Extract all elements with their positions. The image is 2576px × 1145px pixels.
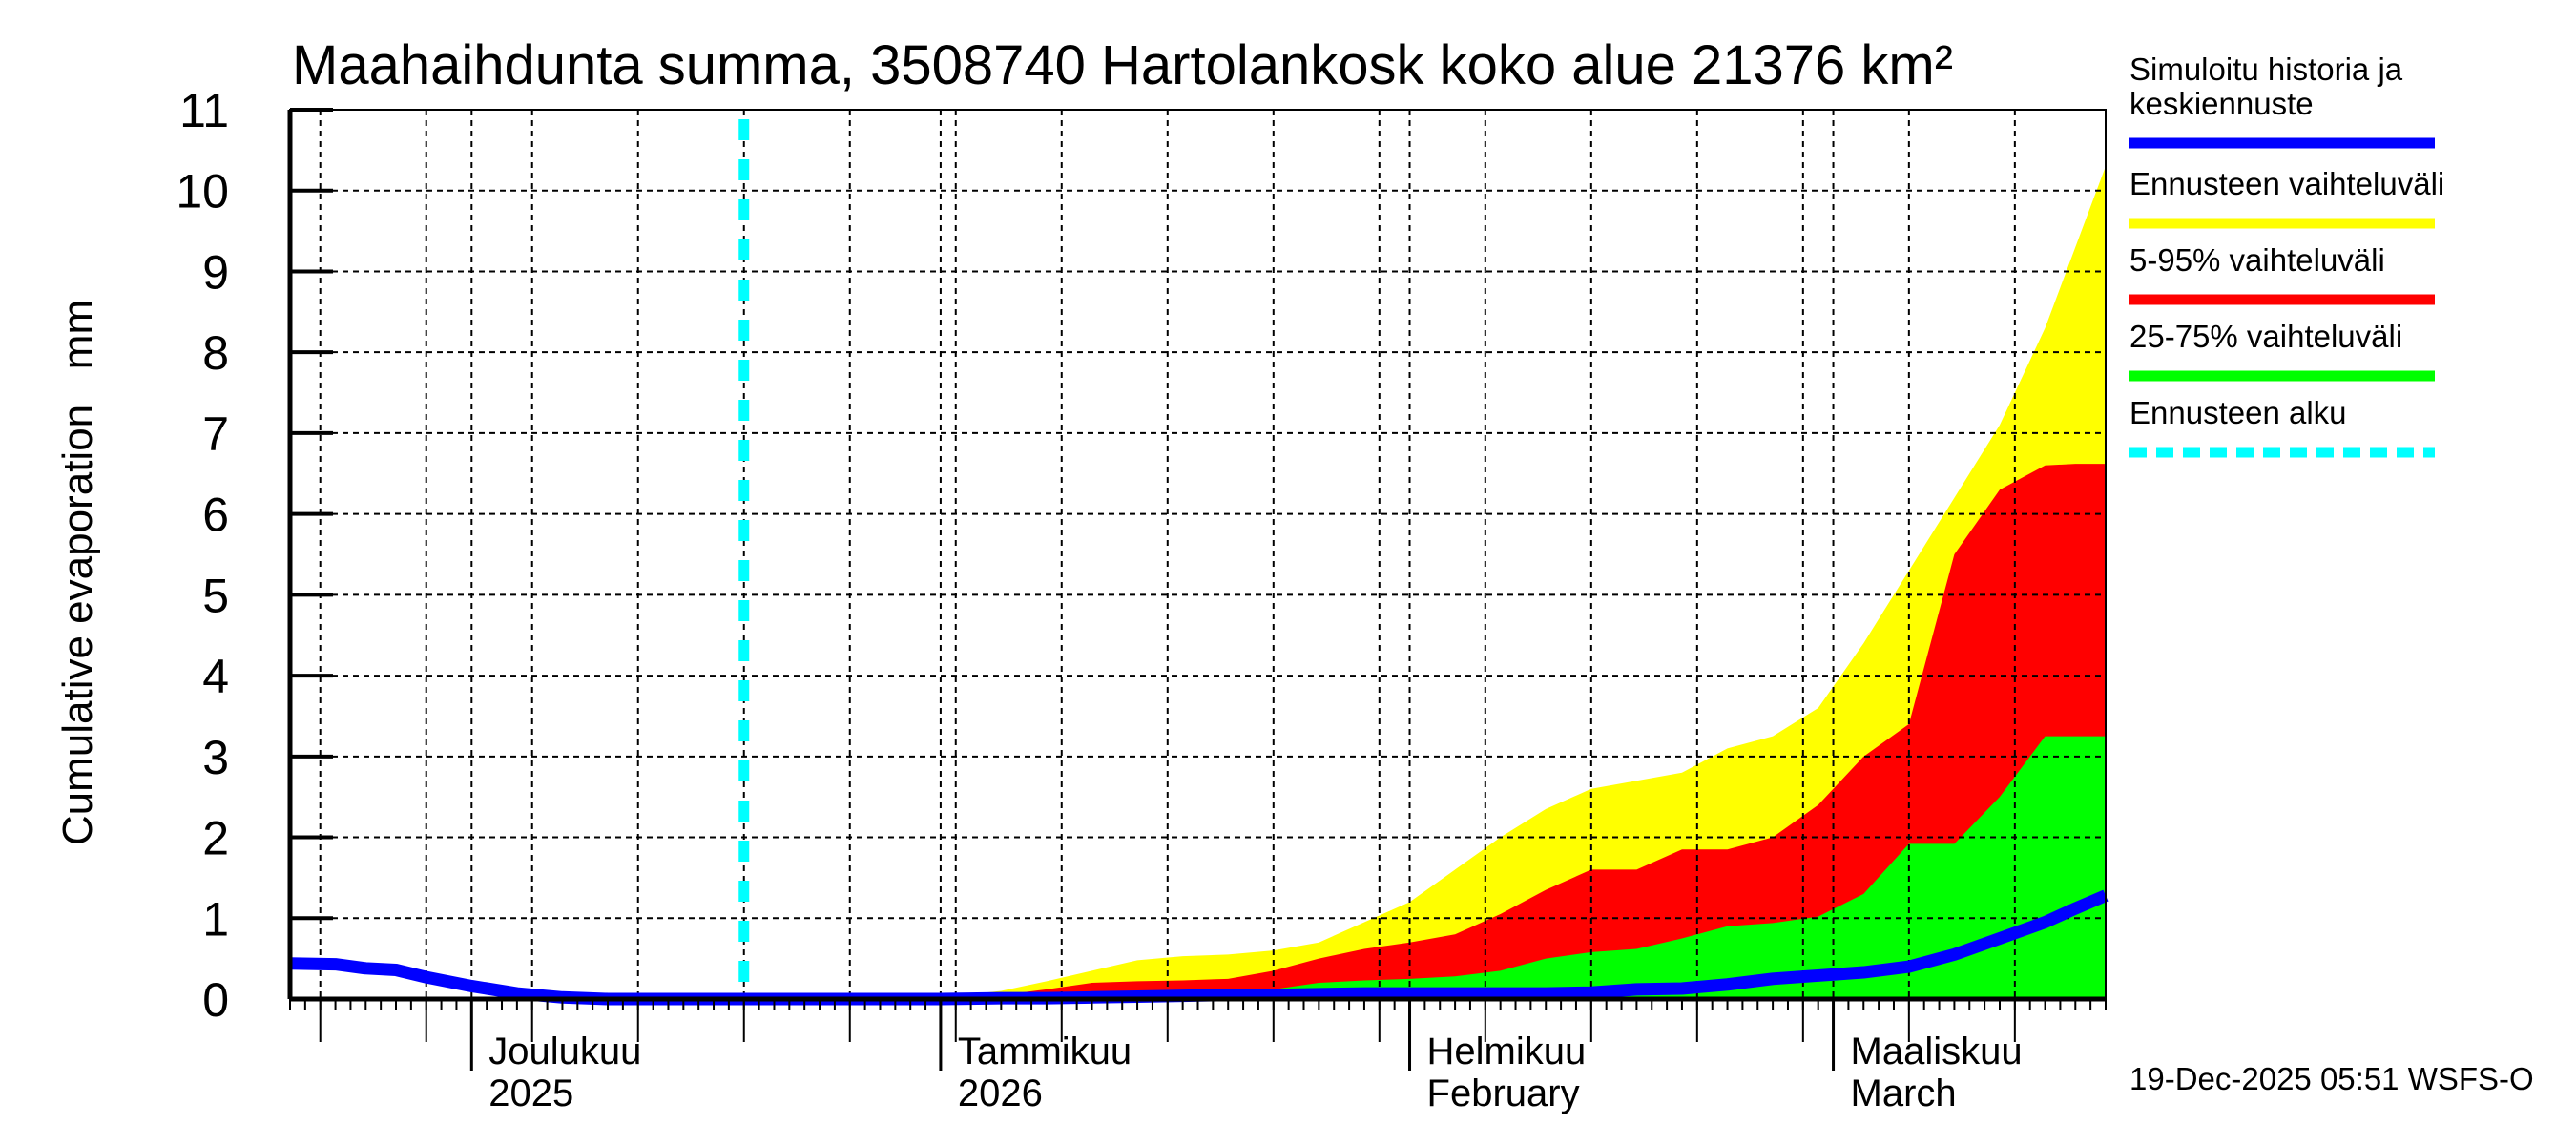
y-tick-label: 0 [202,973,229,1027]
y-tick-label: 3 [202,731,229,784]
chart-title: Maahaihdunta summa, 3508740 Hartolankosk… [292,34,1953,96]
y-tick-label: 10 [176,165,229,219]
y-tick-label: 1 [202,892,229,946]
legend-label: keskiennuste [2129,86,2314,121]
month-label-line1: Tammikuu [958,1030,1132,1072]
y-tick-label: 4 [202,650,229,703]
forecast-bands [743,166,2106,1000]
legend-item: Ennusteen alku [2129,395,2435,458]
legend-item: 25-75% vaihteluväli [2129,319,2435,382]
legend-label: Ennusteen alku [2129,395,2347,430]
mean-line-path [289,889,2109,1006]
legend-label: 25-75% vaihteluväli [2129,319,2402,354]
month-label-line1: Maaliskuu [1851,1030,2023,1072]
band-25-75-green [743,736,2106,999]
y-tick-label: 11 [179,84,229,137]
legend-label: 5-95% vaihteluväli [2129,242,2385,278]
y-tick-labels: 0 1 2 3 4 5 6 7 8 9 10 11 [176,84,229,1027]
mean-forecast-line [289,889,2109,1006]
legend-label: Simuloitu historia ja [2129,52,2403,87]
month-label-line2: 2025 [488,1072,573,1114]
y-tick-label: 8 [202,326,229,380]
y-tick-label: 2 [202,812,229,865]
range-band-yellow [743,166,2106,1000]
month-label-line1: Helmikuu [1427,1030,1587,1072]
axes [287,108,2107,1071]
timestamp-footer: 19-Dec-2025 05:51 WSFS-O [2129,1061,2534,1096]
y-tick-label: 7 [202,407,229,461]
legend-item: Ennusteen vaihteluväli [2129,166,2444,229]
y-axis-label: Cumulative evaporation mm [54,300,101,845]
legend-label: Ennusteen vaihteluväli [2129,166,2444,201]
month-label-line2: 2026 [958,1072,1043,1114]
legend-item: 5-95% vaihteluväli [2129,242,2435,305]
month-label-line2: February [1427,1072,1580,1114]
y-tick-label: 6 [202,489,229,542]
grid-lines [290,110,2106,999]
band-5-95-red [743,464,2106,999]
month-label-line2: March [1851,1072,1957,1114]
month-label-line1: Joulukuu [488,1030,641,1072]
y-tick-label: 9 [202,245,229,299]
y-tick-label: 5 [202,569,229,622]
